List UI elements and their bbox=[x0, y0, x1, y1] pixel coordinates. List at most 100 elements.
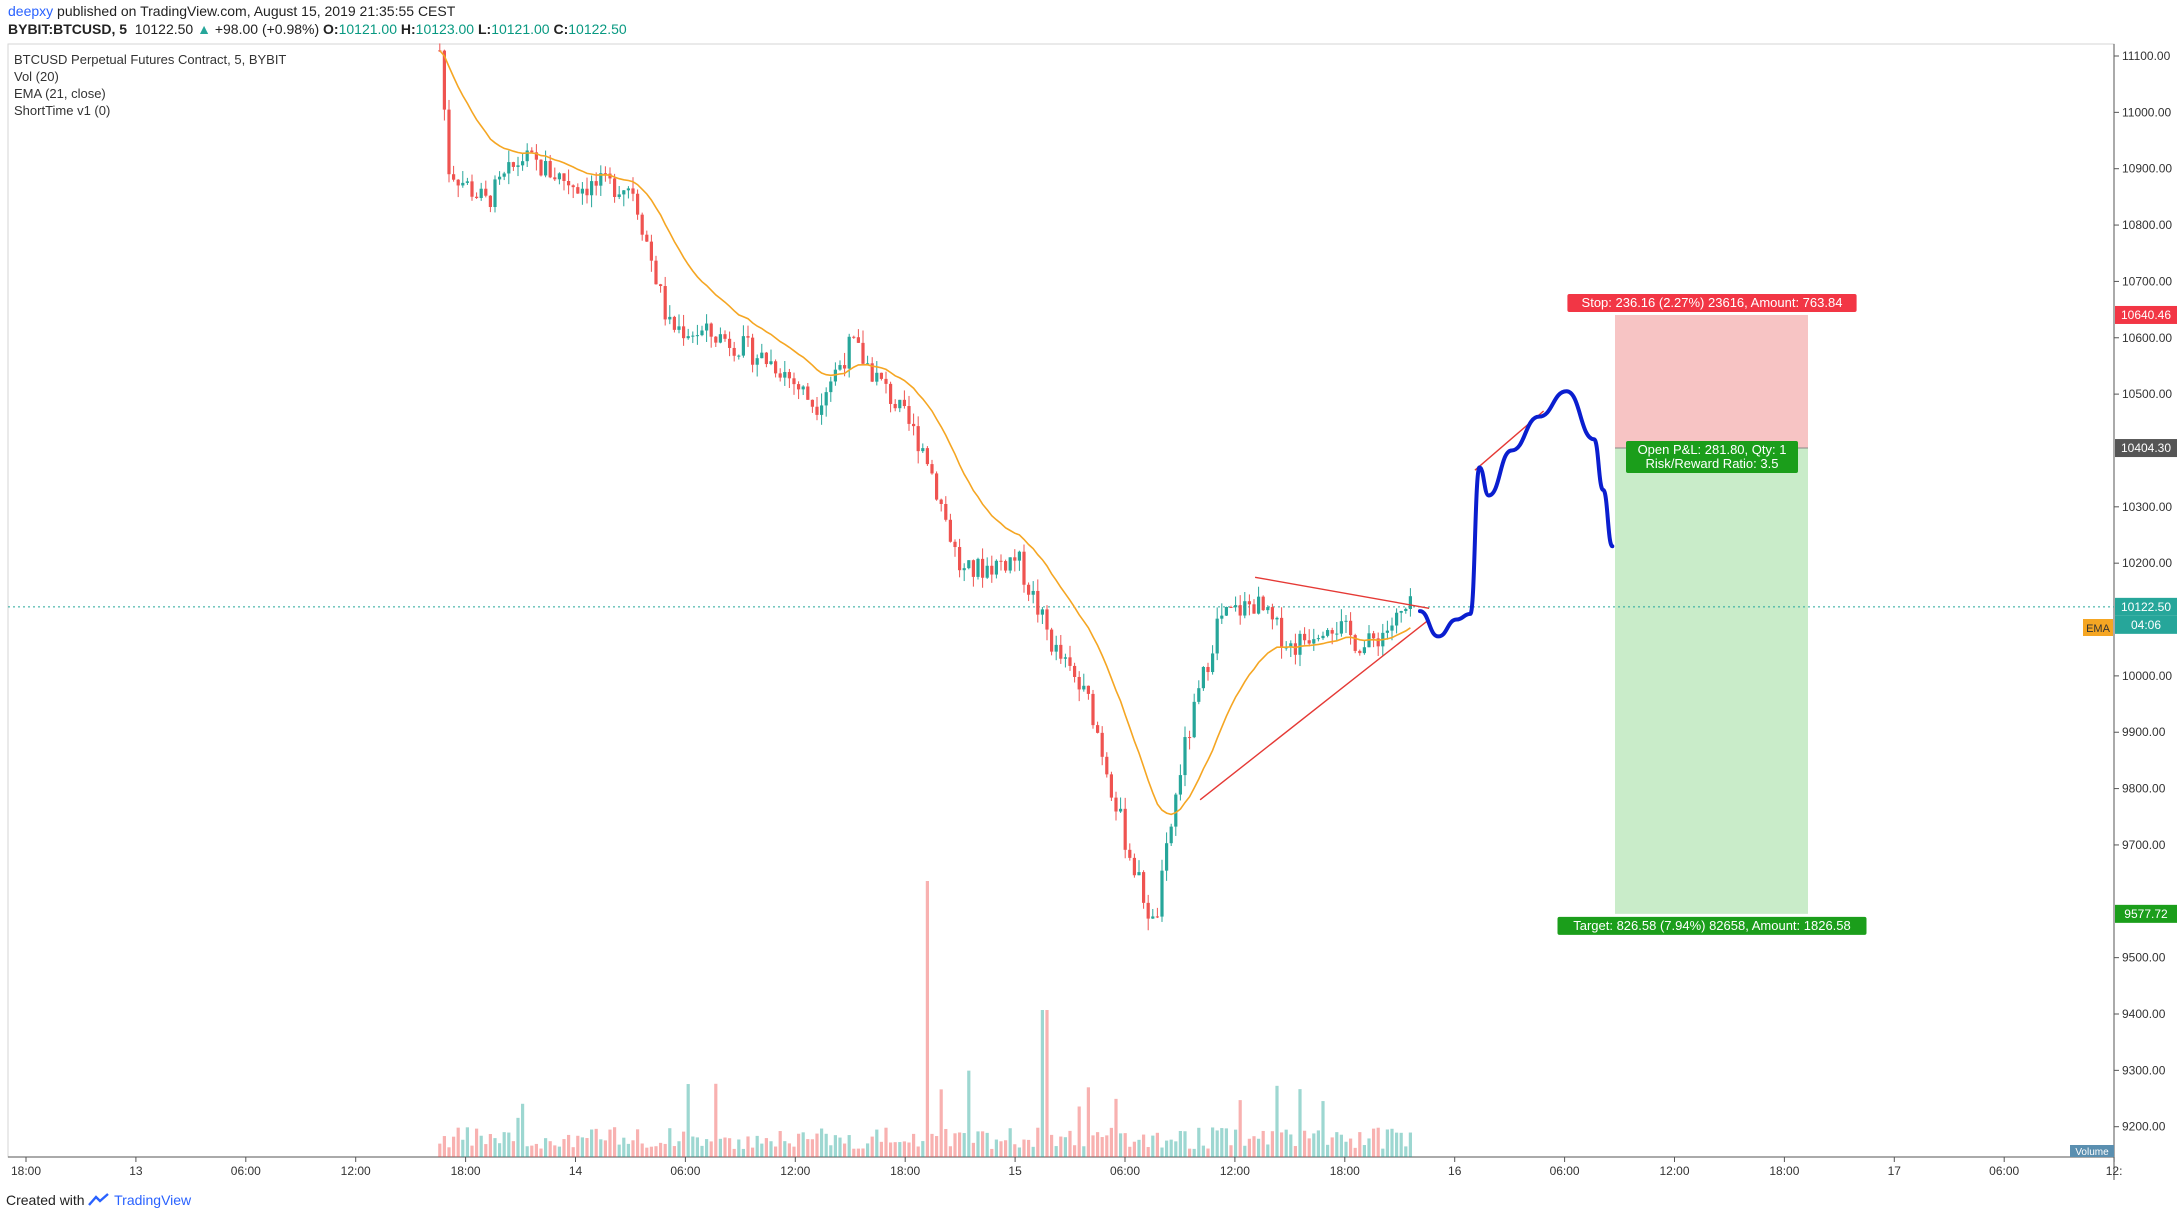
volume-bar bbox=[474, 1128, 479, 1157]
volume-bar bbox=[999, 1141, 1003, 1157]
volume-bar bbox=[493, 1138, 497, 1157]
candle-body bbox=[1022, 551, 1026, 585]
candle-body bbox=[760, 352, 764, 359]
volume-bar bbox=[566, 1134, 571, 1157]
time-tick-label: 06:00 bbox=[1989, 1164, 2019, 1178]
candle-body bbox=[930, 464, 934, 474]
candle-body bbox=[1325, 630, 1330, 636]
volume-bar bbox=[1063, 1137, 1067, 1157]
target-label[interactable]: Target: 826.58 (7.94%) 82658, Amount: 18… bbox=[1557, 916, 1867, 935]
ema-line bbox=[439, 50, 1411, 816]
candle-body bbox=[741, 336, 745, 356]
volume-bar bbox=[1114, 1098, 1118, 1157]
legend-ema: EMA (21, close) bbox=[14, 86, 106, 101]
candle-body bbox=[1330, 630, 1334, 634]
candle-body bbox=[893, 403, 897, 409]
candle-body bbox=[571, 185, 575, 188]
price-tick-label: 11100.00 bbox=[2122, 49, 2171, 63]
volume-bar bbox=[1174, 1141, 1178, 1157]
triangle-lower-line[interactable] bbox=[1199, 618, 1430, 801]
volume-bar bbox=[1164, 1140, 1169, 1157]
open-value: 10121.00 bbox=[338, 21, 397, 37]
volume-bar bbox=[1169, 1139, 1173, 1157]
volume-bar bbox=[511, 1141, 515, 1157]
price-tick-label: 9200.00 bbox=[2122, 1120, 2166, 1134]
candle-body bbox=[612, 178, 617, 197]
candle-body bbox=[750, 337, 755, 365]
volume-bar bbox=[746, 1136, 750, 1157]
candle-body bbox=[631, 188, 635, 194]
volume-bar bbox=[838, 1137, 842, 1157]
candle-body bbox=[934, 473, 939, 500]
volume-bar bbox=[1229, 1145, 1233, 1157]
symbol-label: BYBIT:BTCUSD, 5 bbox=[8, 21, 128, 37]
target-axis-label-box bbox=[2115, 904, 2177, 923]
candle-body bbox=[617, 194, 621, 197]
candle-body bbox=[1238, 605, 1242, 616]
entry-axis-label-box bbox=[2115, 439, 2177, 458]
volume-bar bbox=[553, 1145, 557, 1157]
candle-body bbox=[1128, 849, 1132, 858]
candle-body bbox=[649, 241, 653, 261]
candle-body bbox=[1243, 601, 1247, 616]
stop-zone[interactable] bbox=[1615, 314, 1808, 449]
candle-body bbox=[1270, 607, 1274, 620]
candle-body bbox=[847, 336, 851, 369]
publisher-link[interactable]: deepxy bbox=[8, 3, 54, 19]
volume-bar bbox=[865, 1143, 870, 1157]
candle-body bbox=[658, 284, 663, 287]
price-tick-label: 10200.00 bbox=[2122, 556, 2172, 570]
volume-tag: Volume bbox=[2070, 1145, 2114, 1158]
volume-bar bbox=[1371, 1128, 1376, 1157]
candle-body bbox=[465, 181, 469, 183]
volume-bar bbox=[1381, 1148, 1385, 1157]
time-tick-label: 13 bbox=[129, 1164, 143, 1178]
volume-bar bbox=[603, 1140, 607, 1157]
candle-body bbox=[562, 173, 566, 182]
volume-bar bbox=[451, 1136, 456, 1157]
volume-bar bbox=[1289, 1134, 1293, 1157]
candle-body bbox=[1307, 640, 1311, 644]
stop-label[interactable]: Stop: 236.16 (2.27%) 23616, Amount: 763.… bbox=[1567, 293, 1857, 312]
volume-bar bbox=[1399, 1132, 1403, 1157]
volume-bar bbox=[783, 1141, 787, 1157]
candle-body bbox=[1100, 732, 1104, 757]
volume-bar bbox=[810, 1139, 814, 1157]
volume-bar bbox=[1036, 1127, 1040, 1157]
volume-bar bbox=[1266, 1144, 1270, 1157]
volume-bar bbox=[801, 1132, 805, 1157]
candle-body bbox=[764, 352, 768, 365]
candle-body bbox=[488, 195, 492, 208]
candle-body bbox=[980, 558, 985, 578]
tradingview-brand[interactable]: TradingView bbox=[114, 1192, 192, 1208]
volume-bar bbox=[1275, 1085, 1279, 1157]
volume-bar bbox=[677, 1141, 681, 1157]
projection-path[interactable] bbox=[1417, 389, 1615, 639]
volume-bar bbox=[1312, 1133, 1316, 1157]
volume-bar bbox=[548, 1141, 552, 1157]
volume-bar bbox=[727, 1138, 732, 1157]
target-zone[interactable] bbox=[1615, 448, 1808, 914]
volume-bar bbox=[1072, 1145, 1077, 1157]
candle-body bbox=[1036, 590, 1040, 615]
volume-bar bbox=[1141, 1134, 1146, 1157]
time-tick-label: 12: bbox=[2106, 1164, 2123, 1178]
triangle-upper-line[interactable] bbox=[1254, 576, 1430, 609]
price-tick-label: 10500.00 bbox=[2122, 387, 2172, 401]
price-tick-label: 10600.00 bbox=[2122, 331, 2172, 345]
candle-body bbox=[962, 568, 966, 571]
candle-body bbox=[1247, 601, 1251, 605]
volume-bar bbox=[1013, 1144, 1017, 1157]
volume-bar bbox=[507, 1132, 511, 1157]
candle-body bbox=[875, 372, 879, 382]
volume-bar bbox=[806, 1139, 810, 1157]
stop-axis-label: 10640.46 bbox=[2115, 305, 2177, 324]
volume-bar bbox=[1132, 1141, 1136, 1157]
candle-body bbox=[1063, 657, 1067, 659]
candle-body bbox=[801, 386, 805, 390]
candle-body bbox=[944, 503, 948, 520]
candle-body bbox=[626, 188, 630, 191]
